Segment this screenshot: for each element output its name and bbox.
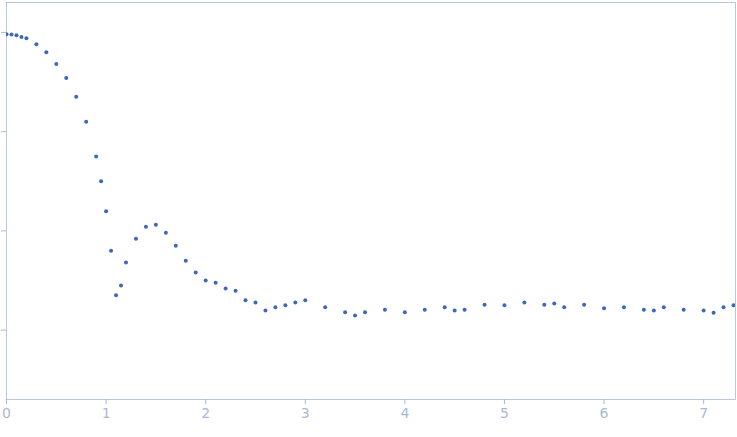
svg-text:5: 5 <box>500 405 509 421</box>
svg-text:7: 7 <box>699 405 708 421</box>
svg-text:6: 6 <box>600 405 609 421</box>
svg-text:2: 2 <box>201 405 210 421</box>
svg-text:0: 0 <box>2 405 11 421</box>
svg-text:3: 3 <box>301 405 310 421</box>
svg-text:4: 4 <box>400 405 409 421</box>
svg-text:1: 1 <box>102 405 111 421</box>
